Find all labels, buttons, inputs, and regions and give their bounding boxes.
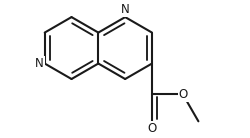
- Text: O: O: [147, 122, 156, 135]
- Text: O: O: [179, 88, 188, 101]
- Text: N: N: [121, 3, 130, 16]
- Text: N: N: [35, 57, 44, 70]
